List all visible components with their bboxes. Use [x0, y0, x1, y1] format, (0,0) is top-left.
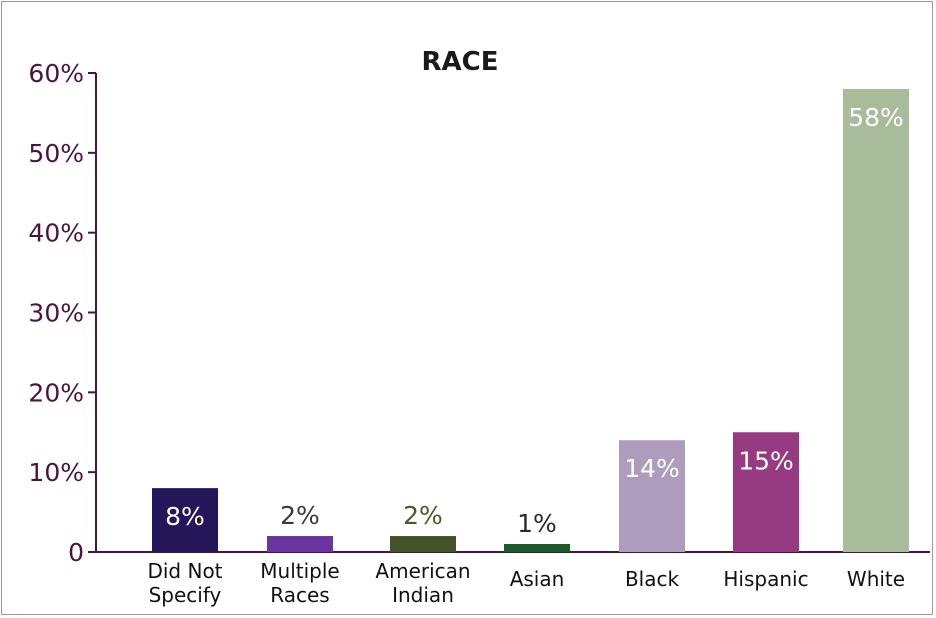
data-label: 15% [738, 446, 794, 475]
x-tick-label: Indian [392, 583, 454, 607]
y-tick-label: 50% [28, 139, 84, 168]
x-tick-label: Hispanic [723, 567, 808, 591]
data-label: 8% [165, 502, 205, 531]
data-label: 58% [848, 103, 904, 132]
x-tick-label: Asian [510, 567, 565, 591]
data-label: 14% [624, 454, 680, 483]
bar [152, 488, 218, 552]
bar [504, 544, 570, 552]
y-tick-label: 30% [28, 299, 84, 328]
bar [390, 536, 456, 552]
y-tick-label: 10% [28, 458, 84, 487]
x-tick-label: Black [625, 567, 680, 591]
data-labels: 8% 2% 2% 1% 14% 15% 58% [165, 103, 904, 538]
y-tick-label: 40% [28, 219, 84, 248]
y-axis: 0 10% 20% 30% 40% 50% 60% [28, 59, 930, 567]
bar [843, 88, 909, 552]
data-label: 2% [280, 501, 320, 530]
bar [267, 536, 333, 552]
bars [152, 88, 909, 552]
data-label: 1% [517, 509, 557, 538]
y-tick-label: 20% [28, 378, 84, 407]
x-tick-label: American [375, 559, 470, 583]
data-label: 2% [403, 501, 443, 530]
bar [619, 440, 685, 552]
x-tick-label: White [847, 567, 905, 591]
y-tick-label: 0 [68, 538, 84, 567]
bar [733, 432, 799, 552]
y-tick-label: 60% [28, 59, 84, 88]
x-tick-label: Races [270, 583, 329, 607]
chart-title: RACE [422, 47, 499, 77]
x-tick-label: Specify [149, 583, 222, 607]
x-tick-label: Multiple [260, 559, 339, 583]
x-tick-label: Did Not [147, 559, 222, 583]
